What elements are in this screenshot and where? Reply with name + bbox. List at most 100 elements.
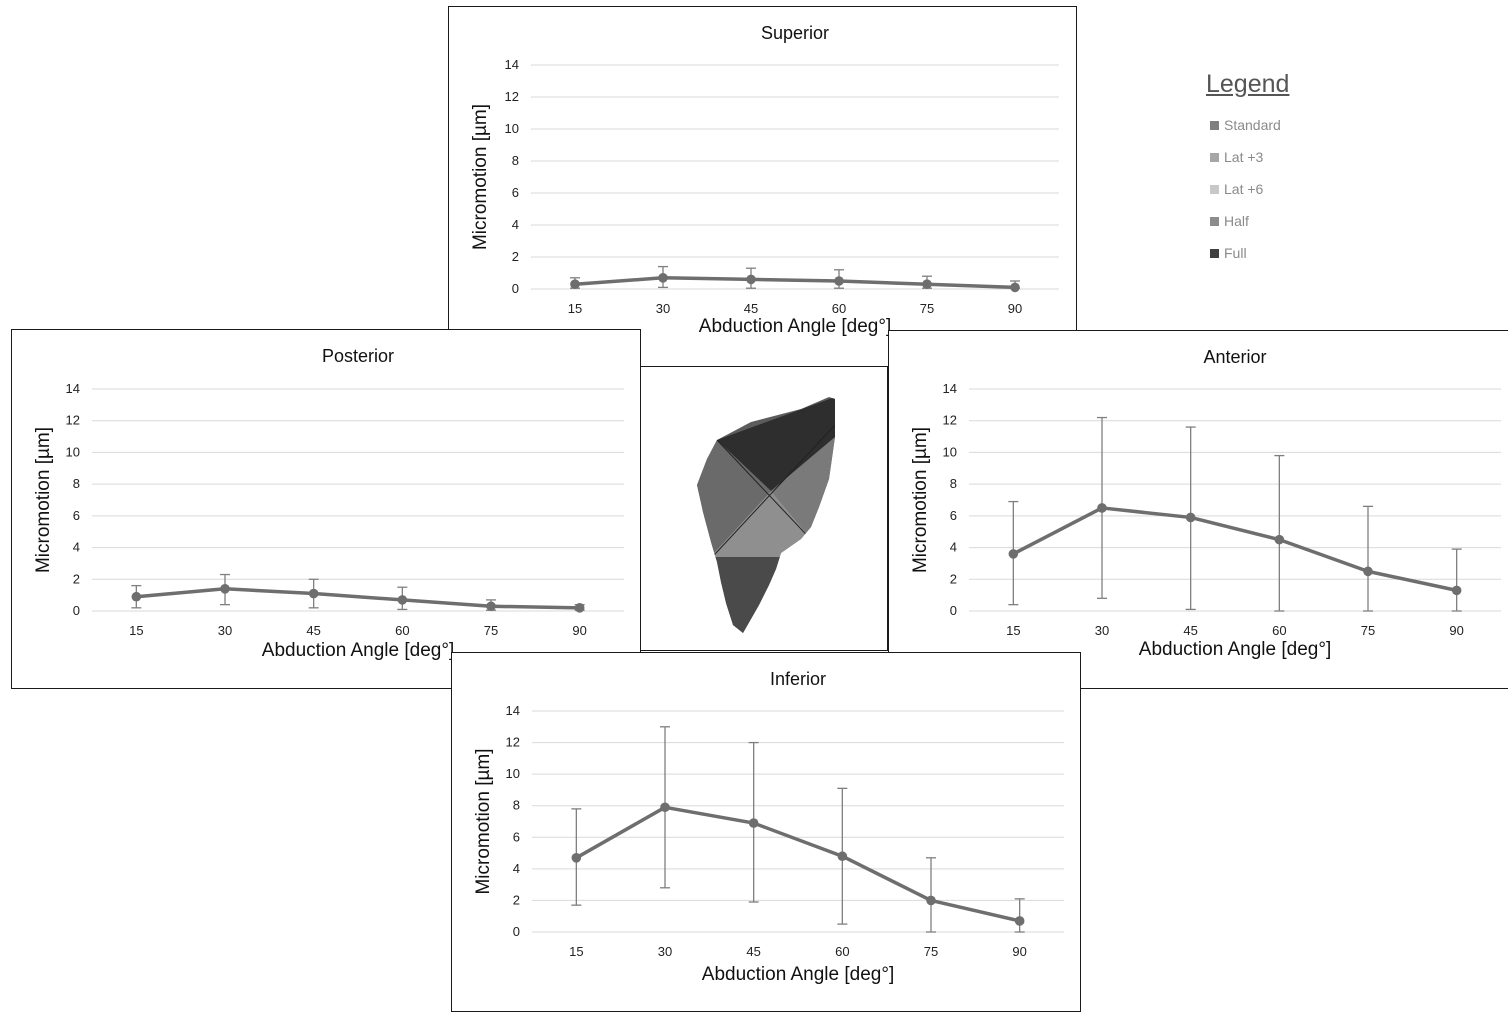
series-line — [575, 805, 1021, 923]
glenoid-surface-image — [640, 366, 888, 651]
data-point — [922, 279, 932, 290]
x-tick-label: 90 — [1012, 944, 1026, 959]
legend-item-full: Full — [1210, 237, 1310, 269]
x-tick-label: 30 — [656, 301, 670, 316]
x-axis-title: Abduction Angle [deg°] — [262, 640, 454, 661]
y-tick-label: 10 — [505, 121, 519, 136]
y-tick-label: 8 — [513, 798, 520, 813]
data-point — [570, 279, 580, 290]
legend-item-half: Half — [1210, 205, 1310, 237]
x-tick-label: 30 — [1095, 623, 1109, 638]
data-point — [837, 851, 848, 862]
y-tick-label: 6 — [512, 185, 519, 200]
chart-anterior: 0 2 4 6 8 10 12 14 15 30 45 60 75 90 Anterior Abduction… — [888, 330, 1508, 689]
y-axis-title: Micromotion [µm] — [470, 104, 491, 250]
y-tick-label: 8 — [73, 476, 80, 491]
legend-swatch — [1210, 248, 1219, 258]
data-point — [746, 274, 756, 285]
legend-label: Standard — [1224, 117, 1281, 133]
x-tick-label: 30 — [218, 623, 232, 638]
legend-label: Lat +3 — [1224, 149, 1264, 165]
x-tick-label: 60 — [1272, 623, 1286, 638]
y-tick-label: 2 — [73, 571, 80, 586]
data-point — [658, 273, 668, 283]
data-point — [1185, 512, 1196, 523]
data-point — [220, 584, 230, 594]
chart-inferior: 0 2 4 6 8 10 12 14 15 30 45 60 75 90 Inferior Abduction… — [451, 652, 1081, 1012]
chart-posterior: 0 2 4 6 8 10 12 14 15 30 45 60 75 90 Posterior Abductio… — [11, 329, 641, 689]
glenoid-surface-figure — [697, 397, 835, 633]
data-point — [571, 853, 582, 863]
legend-item-standard: Standard — [1210, 109, 1310, 141]
legend: Legend Standard Lat +3 Lat +6 Half Full — [1200, 70, 1310, 269]
data-point — [1363, 566, 1373, 577]
data-point — [397, 595, 408, 605]
x-tick-label: 15 — [569, 944, 583, 959]
x-tick-label: 45 — [744, 301, 758, 316]
series-line — [574, 276, 1016, 290]
x-tick-label: 45 — [1183, 623, 1197, 638]
chart-title: Posterior — [322, 346, 394, 366]
y-axis-title: Micromotion [µm] — [33, 427, 54, 573]
x-tick-label: 60 — [832, 301, 846, 316]
y-tick-label: 8 — [950, 476, 957, 491]
y-tick-label: 4 — [512, 217, 519, 232]
data-point — [131, 591, 142, 602]
x-axis-title: Abduction Angle [deg°] — [702, 964, 894, 985]
x-tick-label: 75 — [920, 301, 934, 316]
legend-label: Full — [1224, 245, 1247, 261]
y-axis-title: Micromotion [µm] — [473, 748, 494, 894]
y-tick-label: 0 — [950, 603, 957, 618]
series-line — [1012, 506, 1458, 593]
data-point — [1008, 549, 1019, 559]
x-tick-label: 90 — [572, 623, 586, 638]
y-tick-label: 4 — [73, 540, 80, 555]
legend-heading: Legend — [1206, 70, 1290, 98]
x-tick-label: 60 — [835, 944, 849, 959]
posterior-chart-svg: 0 2 4 6 8 10 12 14 15 30 45 60 75 90 Posterior Abductio… — [33, 346, 624, 661]
y-tick-label: 0 — [512, 281, 519, 296]
x-tick-label: 60 — [395, 623, 409, 638]
x-tick-label: 15 — [129, 623, 143, 638]
x-tick-label: 30 — [658, 944, 672, 959]
chart-title: Inferior — [770, 669, 826, 689]
x-tick-label: 15 — [568, 301, 582, 316]
data-point — [834, 276, 844, 286]
y-tick-label: 14 — [506, 703, 520, 718]
data-point — [660, 802, 670, 813]
y-tick-label: 4 — [513, 861, 520, 876]
chart-title: Anterior — [1203, 347, 1266, 367]
x-tick-label: 75 — [1361, 623, 1375, 638]
legend-label: Half — [1224, 213, 1249, 229]
y-tick-label: 6 — [950, 508, 957, 523]
x-axis-title: Abduction Angle [deg°] — [1139, 639, 1331, 660]
x-tick-label: 75 — [484, 623, 498, 638]
inferior-chart-svg: 0 2 4 6 8 10 12 14 15 30 45 60 75 90 Inferior Abduction… — [473, 669, 1064, 985]
y-tick-label: 10 — [943, 444, 957, 459]
data-point — [1451, 585, 1462, 596]
y-tick-label: 14 — [66, 381, 80, 396]
legend-item-lat6: Lat +6 — [1210, 173, 1310, 205]
legend-swatch — [1210, 216, 1219, 226]
y-tick-label: 0 — [73, 603, 80, 618]
data-point — [748, 818, 759, 828]
x-tick-label: 75 — [924, 944, 938, 959]
y-tick-label: 12 — [506, 735, 520, 750]
y-tick-label: 8 — [512, 153, 519, 168]
legend-swatch — [1210, 120, 1219, 130]
y-tick-label: 0 — [513, 924, 520, 939]
x-tick-label: 90 — [1008, 301, 1022, 316]
legend-label: Lat +6 — [1224, 181, 1264, 197]
chart-title: Superior — [761, 23, 829, 43]
x-tick-label: 45 — [746, 944, 760, 959]
x-axis-title: Abduction Angle [deg°] — [699, 316, 891, 337]
x-tick-label: 15 — [1006, 623, 1020, 638]
series-line — [136, 587, 580, 610]
chart-superior: 0 2 4 6 8 10 12 14 15 30 45 60 75 90 Superior Abduction… — [448, 6, 1077, 367]
y-tick-label: 6 — [513, 829, 520, 844]
x-tick-label: 45 — [306, 623, 320, 638]
data-point — [1097, 503, 1107, 513]
superior-chart-svg: 0 2 4 6 8 10 12 14 15 30 45 60 75 90 Superior Abduction… — [470, 23, 1059, 337]
legend-swatch — [1210, 184, 1219, 194]
data-point — [926, 895, 936, 906]
